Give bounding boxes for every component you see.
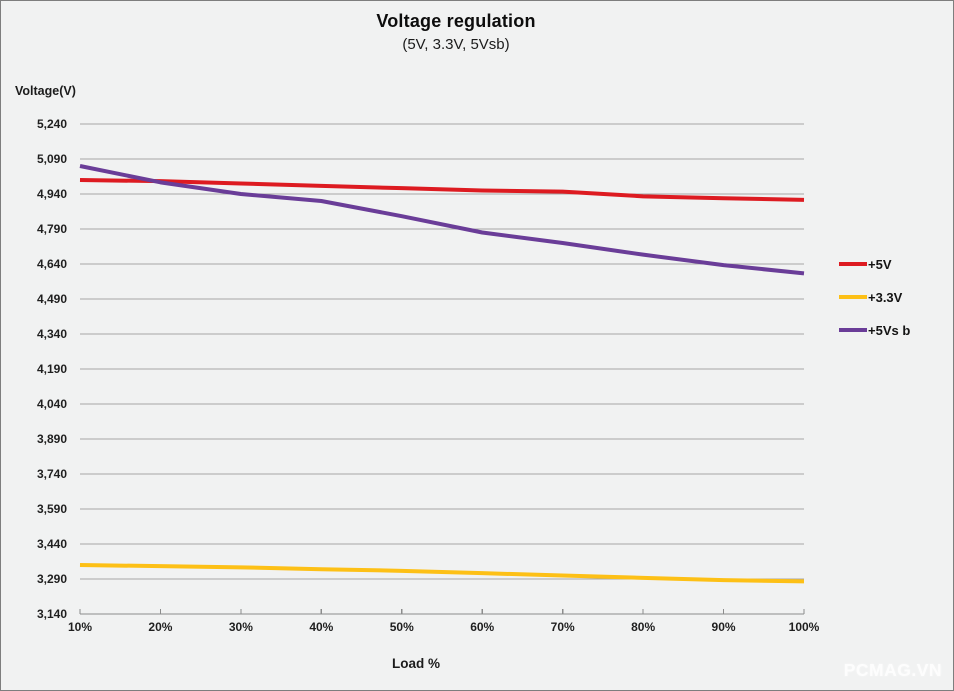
y-tick-label: 4,190: [37, 362, 67, 376]
legend-label: +5V: [868, 256, 892, 272]
y-tick-label: 5,090: [37, 152, 67, 166]
chart-subtitle: (5V, 3.3V, 5Vsb): [402, 36, 510, 53]
x-tick-label: 50%: [390, 620, 414, 634]
series-line-3.3v: [79, 563, 805, 584]
x-tick-label: 10%: [68, 620, 92, 634]
y-tick-label: 4,340: [37, 327, 67, 341]
y-tick-label: 5,240: [37, 117, 67, 131]
y-tick-label: 3,590: [37, 502, 67, 516]
y-tick-label: 4,940: [37, 187, 67, 201]
legend-line-swatch: [839, 328, 867, 332]
watermark: PCMAG.VN: [843, 660, 942, 680]
legend-label: +3.3V: [868, 289, 903, 305]
x-tick-label: 100%: [789, 620, 820, 634]
x-tick-label: 60%: [470, 620, 494, 634]
series-line-5vsb: [79, 164, 805, 276]
x-tick-label: 30%: [229, 620, 253, 634]
legend: +5V +3.3V +5Vs b: [839, 256, 911, 338]
x-tick-label: 40%: [309, 620, 333, 634]
y-tick-label: 3,290: [37, 572, 67, 586]
legend-item: +5Vs b: [839, 322, 911, 338]
y-tick-label: 3,890: [37, 432, 67, 446]
legend-line-swatch: [839, 295, 867, 299]
y-tick-label: 3,140: [37, 607, 67, 621]
legend-label: +5Vs b: [868, 322, 911, 338]
y-axis-title: Voltage(V): [15, 84, 76, 98]
x-axis-title: Load %: [391, 656, 440, 671]
y-tick-label: 3,440: [37, 537, 67, 551]
legend-item: +3.3V: [839, 289, 910, 305]
y-tick-label: 4,790: [37, 222, 67, 236]
chart-header: Voltage regulation (5V, 3.3V, 5Vsb): [1, 11, 911, 53]
legend-line-swatch: [839, 262, 867, 266]
chart-title: Voltage regulation: [376, 11, 536, 31]
x-tick-label: 70%: [551, 620, 575, 634]
x-tick-label: 20%: [148, 620, 172, 634]
x-tick-label: 80%: [631, 620, 655, 634]
x-tick-label: 90%: [712, 620, 736, 634]
legend-item: +5V: [839, 256, 910, 272]
series-line-5v: [79, 178, 805, 202]
y-tick-label: 4,040: [37, 397, 67, 411]
y-tick-label: 4,640: [37, 257, 67, 271]
y-tick-label: 4,490: [37, 292, 67, 306]
y-tick-label: 3,740: [37, 467, 67, 481]
